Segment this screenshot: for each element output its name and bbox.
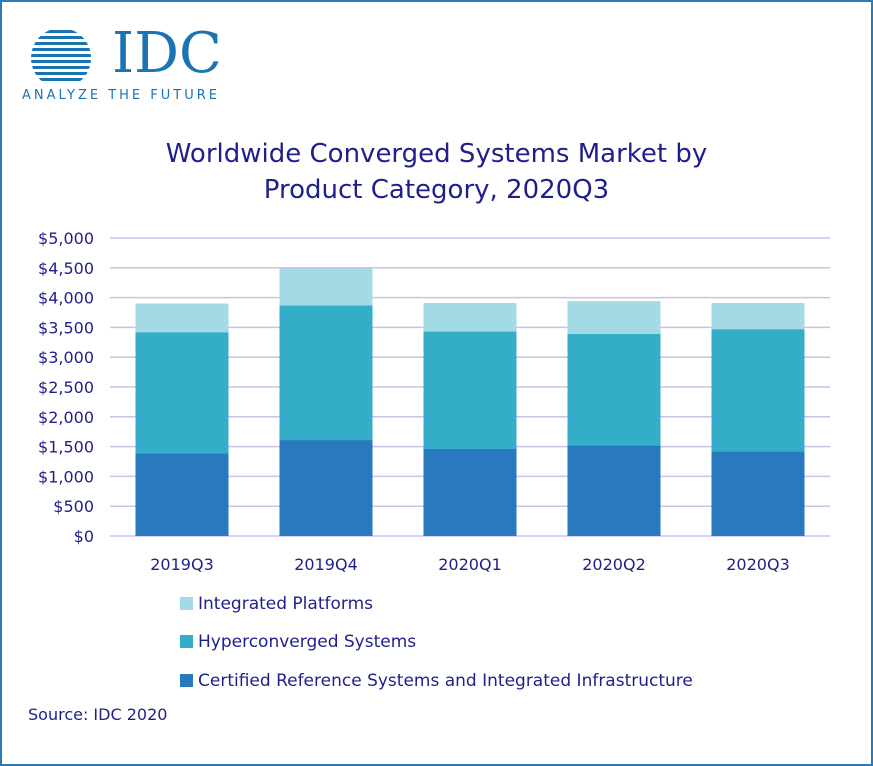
legend-swatch-certified-reference-systems — [180, 674, 193, 687]
bar-2019q3-certified-reference-systems-and-integrated-infrastructure — [135, 453, 229, 536]
bar-2020q1-certified-reference-systems-and-integrated-infrastructure — [423, 448, 517, 536]
y-tick-label: $4,500 — [38, 259, 94, 278]
legend-swatch-integrated-platforms — [180, 597, 193, 610]
idc-logo: IDC ANALYZE THE FUTURE — [16, 24, 226, 108]
y-tick-label: $3,500 — [38, 318, 94, 337]
stacked-bar-chart: $0 $500 $1,000 $1,500 $2,000 $2,500 $3,000 $3,5… — [38, 229, 830, 574]
bar-2020q1-hyperconverged-systems — [423, 331, 517, 449]
x-tick-label: 2020Q2 — [582, 555, 646, 574]
bar-2020q3-hyperconverged-systems — [711, 329, 805, 452]
bar-2019q4-integrated-platforms — [279, 268, 373, 306]
x-axis: 2019Q3 2019Q4 2020Q1 2020Q2 2020Q3 — [150, 555, 790, 574]
y-tick-label: $1,000 — [38, 467, 94, 486]
chart-title-line-2: Product Category, 2020Q3 — [263, 175, 610, 205]
legend-item-hyperconverged-systems: Hyperconverged Systems — [180, 632, 416, 654]
chart-title-line-1: Worldwide Converged Systems Market by — [165, 139, 708, 169]
y-tick-label: $500 — [53, 497, 94, 516]
bar-2019q4-certified-reference-systems-and-integrated-infrastructure — [279, 440, 373, 536]
source-note: Source: IDC 2020 — [28, 705, 168, 724]
legend-label: Certified Reference Systems and Integrat… — [198, 671, 693, 691]
bar-2020q3-integrated-platforms — [711, 302, 805, 330]
y-tick-label: $2,000 — [38, 408, 94, 427]
y-axis: $0 $500 $1,000 $1,500 $2,000 $2,500 $3,000 $3,5… — [38, 229, 94, 546]
chart-title: Worldwide Converged Systems Market by Pr… — [2, 136, 871, 208]
bar-2019q3-hyperconverged-systems — [135, 332, 229, 454]
legend-label: Integrated Platforms — [198, 594, 373, 614]
legend-label: Hyperconverged Systems — [198, 632, 417, 652]
x-tick-label: 2020Q3 — [726, 555, 790, 574]
y-tick-label: $4,000 — [38, 289, 94, 308]
y-tick-label: $1,500 — [38, 438, 94, 457]
x-tick-label: 2020Q1 — [438, 555, 502, 574]
legend-item-integrated-platforms: Integrated Platforms — [180, 594, 373, 616]
bar-2020q2-certified-reference-systems-and-integrated-infrastructure — [567, 445, 661, 536]
idc-globe-icon — [31, 30, 91, 81]
y-tick-label: $0 — [74, 527, 94, 546]
y-tick-label: $5,000 — [38, 229, 94, 248]
bar-2020q3-certified-reference-systems-and-integrated-infrastructure — [711, 451, 805, 536]
x-tick-label: 2019Q4 — [294, 555, 358, 574]
logo-wordmark: IDC — [112, 21, 222, 86]
legend-swatch-hyperconverged-systems — [180, 635, 193, 648]
bar-2020q1-integrated-platforms — [423, 302, 517, 332]
y-tick-label: $3,000 — [38, 348, 94, 367]
x-tick-label: 2019Q3 — [150, 555, 214, 574]
y-tick-label: $2,500 — [38, 378, 94, 397]
bar-2020q2-integrated-platforms — [567, 301, 661, 334]
bar-2019q3-integrated-platforms — [135, 303, 229, 333]
logo-tagline: ANALYZE THE FUTURE — [22, 88, 220, 103]
legend-item-certified-reference-systems: Certified Reference Systems and Integrat… — [180, 671, 693, 693]
bar-2019q4-hyperconverged-systems — [279, 305, 373, 441]
bar-2020q2-hyperconverged-systems — [567, 333, 661, 446]
bars — [135, 268, 805, 536]
